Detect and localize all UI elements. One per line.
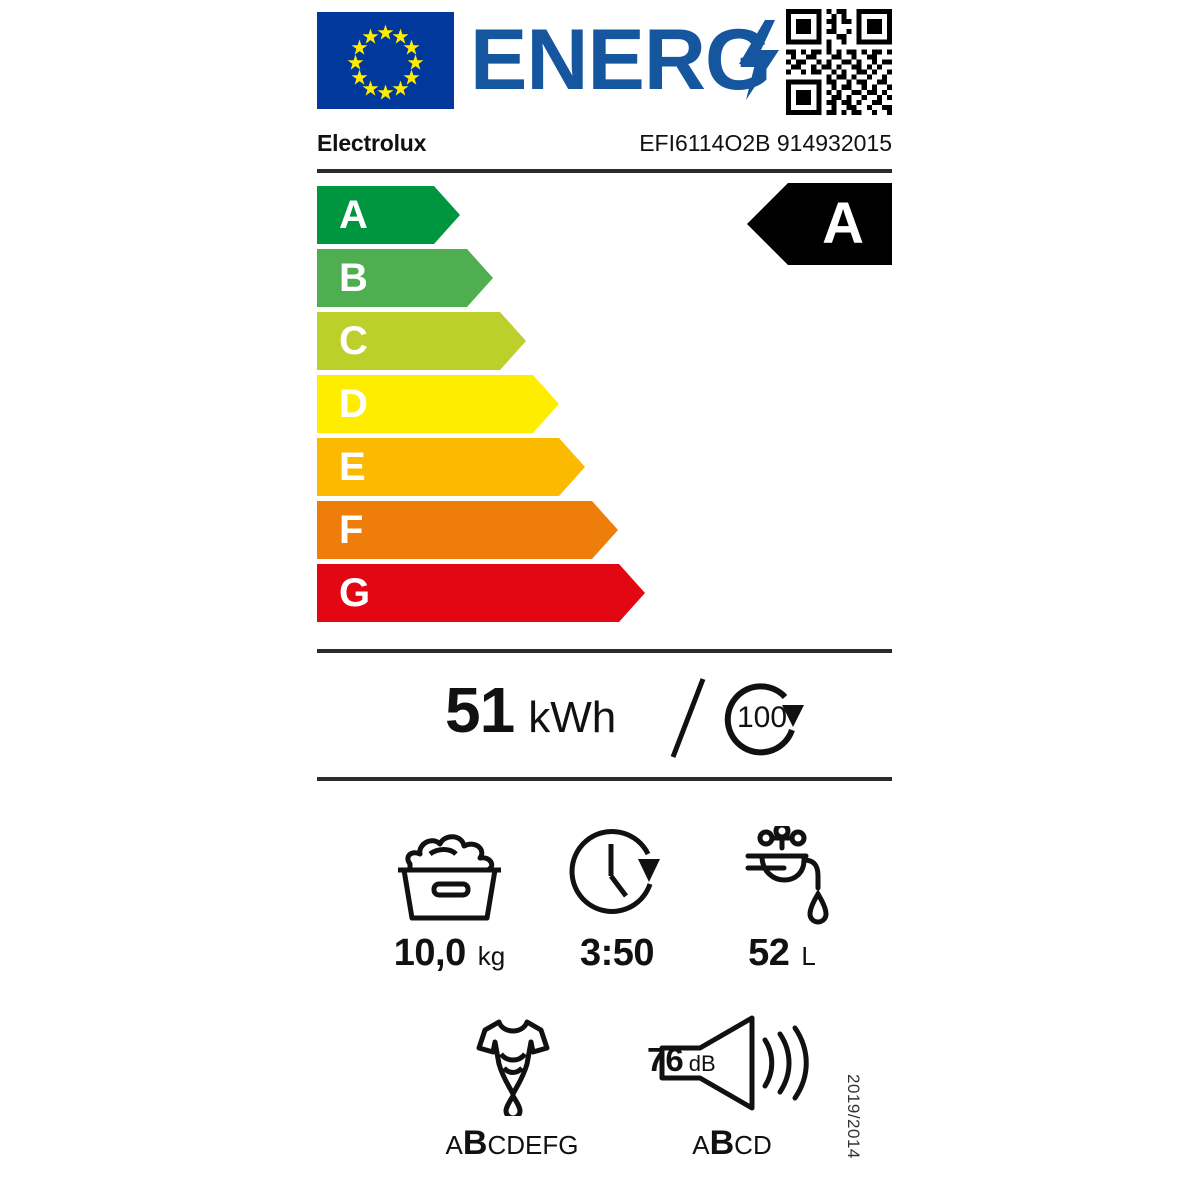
energy-class-scale: A B C D E F G: [317, 186, 677, 631]
supplier-name: Electrolux: [317, 130, 427, 156]
scale-suffix: CDEFG: [487, 1130, 579, 1160]
class-letter: D: [339, 382, 368, 426]
class-bar-f: F: [317, 501, 618, 559]
arrow-shape: [317, 501, 618, 559]
water-consumption-unit: L: [801, 941, 816, 971]
load-capacity-caption: 10,0 kg: [357, 932, 542, 975]
slash-separator: [669, 675, 709, 761]
noise-class-scale: ABCD: [627, 1124, 837, 1163]
load-capacity-value: 10,0: [393, 932, 466, 974]
energy-divider-top: [317, 649, 892, 653]
class-letter: E: [339, 445, 366, 489]
supplier-model-row: Electrolux EFI6114O2B 914932015: [317, 130, 892, 170]
noise-db-unit: dB: [688, 1051, 716, 1076]
arrow-shape: [317, 564, 645, 622]
scale-suffix: CD: [734, 1130, 772, 1160]
badge-arrow-shape: [747, 183, 892, 265]
model-identifier: EFI6114O2B 914932015: [639, 130, 892, 156]
header-divider: [317, 169, 892, 173]
regulation-reference: 2019/2014: [844, 1074, 863, 1159]
program-duration-pictogram: 3:50: [532, 821, 702, 975]
noise-pictogram: 76 dB ABCD: [627, 1011, 837, 1163]
class-letter: B: [339, 256, 368, 300]
lightning-bolt-icon: [735, 20, 781, 100]
kwh-unit: kWh: [528, 693, 617, 742]
laundry-basket-icon: [357, 821, 542, 926]
class-bar-a: A: [317, 186, 460, 244]
class-bar-c: C: [317, 312, 526, 370]
class-letter: C: [339, 319, 368, 363]
class-bar-e: E: [317, 438, 585, 496]
cycles-count: 100: [736, 701, 788, 734]
spin-efficiency-class-scale: ABCDEFG: [412, 1124, 612, 1163]
label-header: ENERG: [310, 6, 892, 118]
cycle-arrow-icon: [724, 683, 804, 756]
kwh-value: 51: [445, 674, 515, 746]
scale-highlighted: B: [462, 1124, 488, 1162]
noise-db-value: 76: [647, 1041, 684, 1078]
load-capacity-unit: kg: [477, 941, 506, 971]
clock-icon: [532, 821, 702, 926]
kwh-group: 51 kWh: [445, 673, 616, 747]
pictogram-row-secondary: ABCDEFG 76 dB ABCD: [317, 1011, 892, 1176]
eu-flag-icon: [317, 12, 454, 109]
speaker-icon: 76 dB: [627, 1011, 837, 1116]
eu-energy-label: ENERG: [310, 6, 892, 1192]
water-tap-icon: [692, 821, 872, 926]
cycles-indicator: 100: [709, 675, 821, 761]
arrow-shape: [317, 249, 493, 307]
water-consumption-value: 52: [748, 932, 790, 974]
water-consumption-pictogram: 52 L: [692, 821, 872, 975]
arrow-shape: [317, 438, 585, 496]
class-bar-d: D: [317, 375, 559, 433]
water-consumption-caption: 52 L: [692, 932, 872, 975]
scale-highlighted: B: [709, 1124, 735, 1162]
pictogram-row-primary: 10,0 kg 3:50: [317, 821, 892, 996]
class-letter: F: [339, 508, 364, 552]
class-bar-g: G: [317, 564, 645, 622]
energy-divider-bottom: [317, 777, 892, 781]
scale-prefix: A: [445, 1130, 463, 1160]
arrow-shape: [317, 312, 526, 370]
arrow-shape: [317, 186, 460, 244]
scale-prefix: A: [692, 1130, 710, 1160]
spin-efficiency-pictogram: ABCDEFG: [412, 1011, 612, 1163]
energy-consumption-block: 51 kWh 100: [317, 661, 892, 773]
program-duration-caption: 3:50: [532, 932, 702, 975]
class-letter: G: [339, 571, 371, 615]
energy-class-badge: A: [747, 183, 892, 265]
qr-code-icon: [786, 9, 892, 115]
load-capacity-pictogram: 10,0 kg: [357, 821, 542, 975]
class-bar-b: B: [317, 249, 493, 307]
energy-class-letter: A: [822, 191, 864, 256]
energ-wordmark: ENERG: [470, 12, 772, 108]
tshirt-drip-icon: [412, 1011, 612, 1116]
program-duration-value: 3:50: [579, 932, 655, 974]
class-letter: A: [339, 193, 368, 237]
noise-db-group: 76 dB: [647, 1041, 716, 1079]
arrow-shape: [317, 375, 559, 433]
